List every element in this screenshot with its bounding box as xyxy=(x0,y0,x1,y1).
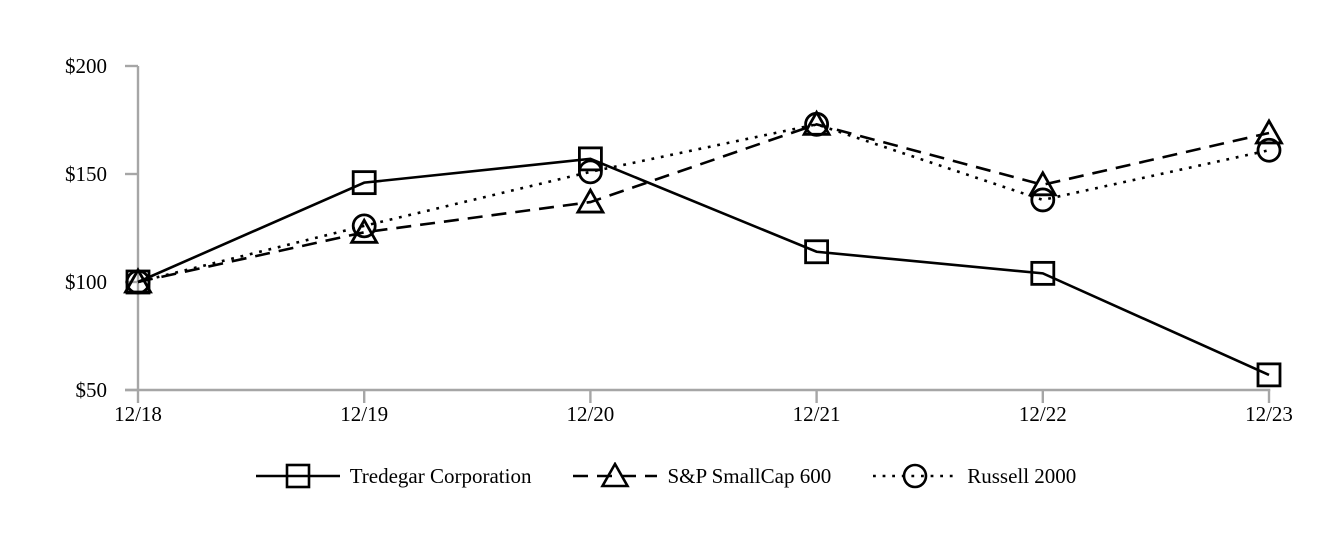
marker-circle-icon xyxy=(1256,137,1282,163)
marker-square-icon xyxy=(351,170,377,196)
marker-triangle-icon xyxy=(575,187,606,214)
x-tick-label: 12/18 xyxy=(114,402,162,426)
x-tick-label: 12/23 xyxy=(1245,402,1293,426)
marker-circle-icon xyxy=(125,269,151,295)
x-tick-label: 12/19 xyxy=(340,402,388,426)
marker-triangle-icon xyxy=(1027,169,1058,197)
legend-label: Tredegar Corporation xyxy=(349,463,532,488)
x-tick-label: 12/21 xyxy=(793,402,841,426)
x-tick-label: 12/22 xyxy=(1019,402,1067,426)
marker-triangle-icon xyxy=(1254,118,1284,145)
series-tredegar-corporation xyxy=(125,146,1282,388)
marker-square-icon xyxy=(1030,260,1056,286)
marker-triangle-icon xyxy=(349,217,380,244)
legend-swatch-square-icon xyxy=(255,463,340,489)
series-s-p-smallcap-600 xyxy=(123,109,1284,294)
legend-label: Russell 2000 xyxy=(967,463,1077,488)
marker-circle-icon xyxy=(902,463,928,489)
series-russell-2000 xyxy=(125,111,1282,295)
series-markers xyxy=(125,146,1282,388)
marker-square-icon xyxy=(285,463,310,489)
legend-item-s-p-smallcap-600: S&P SmallCap 600 xyxy=(573,462,831,490)
axes xyxy=(125,64,1271,403)
legend-item-russell-2000: Russell 2000 xyxy=(873,462,1076,490)
series-line-dotted xyxy=(137,122,1270,284)
y-tick-label: $50 xyxy=(76,378,108,402)
marker-circle-icon xyxy=(804,111,829,137)
x-tick-label: 12/20 xyxy=(566,402,614,426)
chart-legend: Tredegar Corporation S&P SmallCap 600 Russ… xyxy=(0,462,1332,490)
marker-triangle-icon xyxy=(600,462,631,488)
y-tick-label: $100 xyxy=(65,270,107,294)
series-markers xyxy=(123,109,1284,294)
series-line-solid xyxy=(137,157,1270,377)
marker-circle-icon xyxy=(351,213,377,239)
y-tick-label: $150 xyxy=(65,162,107,186)
marker-square-icon xyxy=(578,146,603,172)
marker-circle-icon xyxy=(1030,187,1056,213)
legend-swatch-triangle-icon xyxy=(573,462,658,488)
legend-item-tredegar-corporation: Tredegar Corporation xyxy=(255,462,532,490)
legend-label: S&P SmallCap 600 xyxy=(667,463,832,488)
marker-circle-icon xyxy=(578,159,603,185)
marker-square-icon xyxy=(1256,362,1282,388)
y-tick-label: $200 xyxy=(65,54,107,78)
series-markers xyxy=(125,111,1282,295)
legend-swatch-circle-icon xyxy=(873,463,958,489)
marker-square-icon xyxy=(804,239,829,265)
series-line-dashed xyxy=(137,122,1270,284)
